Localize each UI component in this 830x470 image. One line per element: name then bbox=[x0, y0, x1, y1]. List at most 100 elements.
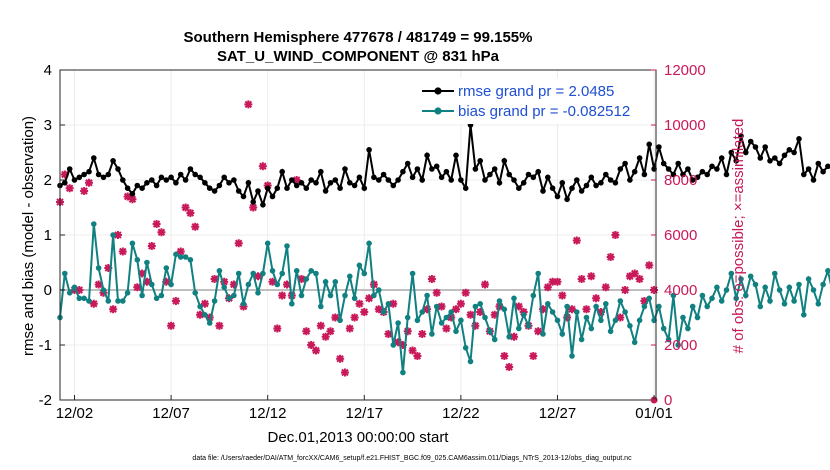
rmse-point bbox=[462, 185, 469, 191]
rmse-point bbox=[680, 171, 686, 178]
bias-point bbox=[404, 314, 411, 321]
bias-point bbox=[530, 292, 537, 299]
obs-count-point bbox=[471, 321, 480, 330]
rmse-point bbox=[714, 166, 720, 172]
rmse-point bbox=[627, 177, 633, 183]
bias-point bbox=[211, 298, 218, 304]
bias-point bbox=[173, 251, 179, 258]
obs-count-point bbox=[278, 291, 287, 300]
obs-count-point bbox=[466, 310, 475, 319]
obs-count-point bbox=[196, 310, 205, 319]
bias-point bbox=[525, 323, 532, 329]
obs-count-point bbox=[500, 352, 509, 360]
y-right-tick-label: 10000 bbox=[664, 117, 706, 134]
obs-count-point bbox=[292, 176, 301, 184]
data-file-footnote: data file: /Users/raeder/DAI/ATM_forcXX/… bbox=[192, 455, 632, 462]
rmse-point bbox=[598, 180, 604, 186]
rmse-point bbox=[66, 166, 73, 172]
bias-point bbox=[588, 325, 595, 332]
bias-point bbox=[636, 317, 643, 324]
bias-point bbox=[675, 342, 681, 348]
x-axis-ticks: 12/02 12/07 12/12 12/17 12/22 12/27 01/01 bbox=[56, 395, 673, 422]
rmse-point bbox=[496, 180, 503, 186]
obs-count-point bbox=[152, 220, 161, 228]
bias-point bbox=[578, 336, 585, 343]
obs-count-point bbox=[60, 170, 69, 179]
rmse-point bbox=[675, 160, 681, 167]
bias-point bbox=[409, 270, 416, 277]
rmse-point bbox=[376, 177, 382, 183]
obs-count-point bbox=[142, 277, 151, 286]
bias-point bbox=[298, 292, 305, 299]
rmse-point bbox=[400, 168, 406, 175]
bias-point bbox=[776, 287, 783, 293]
rmse-point bbox=[158, 174, 165, 181]
rmse-point bbox=[723, 171, 730, 178]
obs-count-point bbox=[89, 299, 98, 308]
bias-point bbox=[438, 320, 445, 326]
rmse-point bbox=[177, 171, 184, 178]
bias-point bbox=[144, 259, 150, 266]
rmse-point bbox=[525, 171, 532, 178]
bias-point bbox=[443, 314, 450, 321]
obs-count-point bbox=[505, 363, 514, 371]
rmse-point bbox=[593, 182, 599, 189]
bias-point bbox=[149, 281, 155, 288]
obs-count-point bbox=[481, 280, 490, 289]
rmse-point bbox=[293, 182, 300, 189]
bias-point bbox=[115, 298, 121, 304]
bias-point bbox=[66, 290, 73, 296]
bias-point bbox=[559, 331, 566, 337]
bias-point bbox=[134, 257, 141, 263]
obs-count-point bbox=[355, 299, 364, 308]
rmse-series bbox=[57, 122, 830, 209]
obs-count-point bbox=[283, 280, 292, 289]
obs-count-point bbox=[418, 330, 427, 338]
bias-point bbox=[226, 295, 232, 302]
obs-count-point bbox=[645, 261, 654, 270]
obs-count-point bbox=[326, 327, 335, 336]
obs-count-point bbox=[200, 299, 209, 308]
bias-point bbox=[743, 292, 749, 299]
y-left-tick-label: -1 bbox=[39, 337, 52, 354]
bias-point bbox=[361, 270, 368, 277]
rmse-point bbox=[274, 185, 281, 191]
rmse-point bbox=[776, 160, 783, 167]
rmse-point bbox=[612, 180, 619, 186]
y-left-tick-label: -2 bbox=[39, 392, 52, 409]
rmse-point bbox=[583, 182, 590, 189]
obs-count-point bbox=[113, 231, 122, 239]
rmse-point bbox=[182, 177, 189, 183]
obs-count-point bbox=[254, 272, 263, 281]
obs-count-point bbox=[369, 280, 378, 289]
bias-point bbox=[202, 312, 208, 318]
bias-point bbox=[801, 312, 807, 318]
bias-point bbox=[216, 268, 223, 274]
bias-point bbox=[728, 270, 735, 277]
rmse-point bbox=[303, 185, 310, 191]
bias-point bbox=[303, 276, 310, 282]
obs-count-point bbox=[191, 222, 200, 231]
obs-count-point bbox=[162, 277, 171, 286]
bias-point bbox=[395, 320, 401, 326]
rmse-point bbox=[284, 185, 290, 191]
bias-point bbox=[318, 303, 324, 310]
bias-point bbox=[433, 303, 440, 310]
rmse-point bbox=[62, 180, 68, 186]
rmse-point bbox=[318, 168, 324, 175]
rmse-point bbox=[255, 188, 261, 194]
obs-count-point bbox=[336, 354, 345, 363]
obs-count-point bbox=[176, 247, 185, 256]
bias-point bbox=[815, 301, 822, 307]
bias-point bbox=[240, 301, 247, 307]
rmse-point bbox=[549, 185, 556, 191]
rmse-point bbox=[574, 177, 580, 183]
rmse-point bbox=[709, 163, 715, 170]
rmse-point bbox=[767, 158, 773, 164]
bias-point bbox=[293, 268, 300, 274]
bias-point bbox=[612, 317, 619, 324]
rmse-point bbox=[279, 168, 286, 175]
rmse-point bbox=[81, 171, 87, 178]
rmse-point bbox=[221, 174, 227, 181]
bias-point bbox=[322, 279, 329, 285]
